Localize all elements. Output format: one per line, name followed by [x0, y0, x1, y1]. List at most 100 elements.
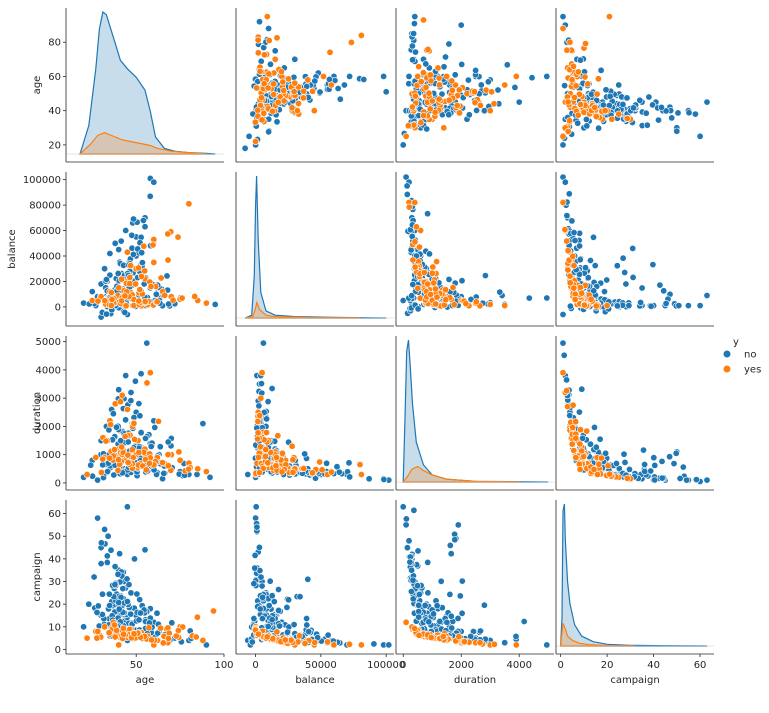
ytick-label-campaign: 60 — [48, 509, 61, 520]
point-yes — [471, 99, 479, 107]
point-yes — [279, 78, 287, 86]
point-no — [675, 302, 683, 310]
point-yes — [191, 292, 199, 300]
point-yes — [606, 470, 614, 478]
point-yes — [99, 455, 107, 463]
point-yes — [263, 633, 271, 641]
point-no — [662, 107, 670, 115]
point-no — [592, 443, 600, 451]
panel-duration-vs-campaign — [555, 336, 714, 491]
point-yes — [123, 405, 131, 413]
xtick-label-campaign: 60 — [694, 660, 707, 671]
point-yes — [605, 13, 613, 21]
point-no — [111, 563, 119, 571]
legend-label-yes: yes — [744, 365, 761, 376]
point-yes — [415, 631, 423, 639]
point-no — [241, 144, 249, 152]
point-no — [119, 585, 127, 593]
point-yes — [264, 459, 272, 467]
point-yes — [419, 16, 427, 24]
point-no — [106, 601, 114, 609]
point-no — [382, 88, 390, 96]
point-yes — [576, 465, 584, 473]
panel-duration-vs-duration — [395, 336, 554, 491]
point-no — [399, 141, 407, 149]
point-yes — [574, 68, 582, 76]
panel-balance-vs-balance — [235, 172, 394, 327]
point-yes — [93, 634, 101, 642]
point-yes — [153, 298, 161, 306]
point-no — [160, 469, 168, 477]
point-yes — [623, 115, 631, 123]
point-no — [245, 132, 253, 140]
point-no — [138, 259, 146, 267]
point-yes — [254, 36, 262, 44]
point-no — [512, 632, 520, 640]
xtick-label-campaign: 0 — [557, 660, 563, 671]
point-yes — [568, 440, 576, 448]
point-no — [451, 536, 459, 544]
xlabel-age: age — [136, 675, 155, 686]
point-no — [619, 254, 627, 262]
point-no — [138, 249, 146, 257]
point-no — [629, 273, 637, 281]
point-no — [250, 614, 258, 622]
point-yes — [431, 285, 439, 293]
point-yes — [130, 630, 138, 638]
point-yes — [135, 448, 143, 456]
point-yes — [115, 641, 123, 649]
point-no — [128, 231, 136, 239]
xlabel-campaign: campaign — [610, 675, 659, 686]
point-yes — [330, 641, 338, 649]
point-no — [650, 454, 658, 462]
point-no — [403, 544, 411, 552]
point-no — [403, 190, 411, 198]
point-no — [129, 250, 137, 258]
point-yes — [486, 300, 494, 308]
point-yes — [417, 119, 425, 127]
xtick-label-duration: 0 — [400, 660, 406, 671]
point-no — [103, 552, 111, 560]
point-no — [104, 467, 112, 475]
point-yes — [185, 465, 193, 473]
point-no — [251, 564, 259, 572]
ytick-label-duration: 4000 — [36, 365, 61, 376]
point-no — [515, 98, 523, 106]
point-no — [458, 60, 466, 68]
point-yes — [284, 75, 292, 83]
point-yes — [263, 13, 271, 21]
point-no — [137, 609, 145, 617]
point-no — [657, 103, 665, 111]
point-no — [423, 125, 431, 133]
point-yes — [202, 299, 210, 307]
point-yes — [293, 107, 301, 115]
ytick-label-age: 60 — [48, 72, 61, 83]
point-yes — [439, 632, 447, 640]
point-yes — [253, 84, 261, 92]
point-no — [425, 618, 433, 626]
point-no — [679, 463, 687, 471]
point-no — [575, 408, 583, 416]
point-no — [448, 624, 456, 632]
ytick-label-age: 20 — [48, 140, 61, 151]
point-no — [440, 63, 448, 71]
point-no — [266, 60, 274, 68]
point-yes — [455, 86, 463, 94]
point-yes — [137, 272, 145, 280]
point-yes — [440, 124, 448, 132]
point-no — [94, 476, 102, 484]
point-no — [296, 593, 304, 601]
point-no — [654, 116, 662, 124]
point-no — [565, 190, 573, 198]
point-yes — [402, 618, 410, 626]
point-yes — [278, 468, 286, 476]
point-yes — [287, 636, 295, 644]
point-yes — [161, 291, 169, 299]
point-yes — [295, 632, 303, 640]
point-yes — [357, 641, 365, 649]
point-yes — [115, 456, 123, 464]
kde-age-no — [79, 10, 216, 155]
point-no — [114, 269, 122, 277]
xlabel-duration: duration — [454, 675, 496, 686]
